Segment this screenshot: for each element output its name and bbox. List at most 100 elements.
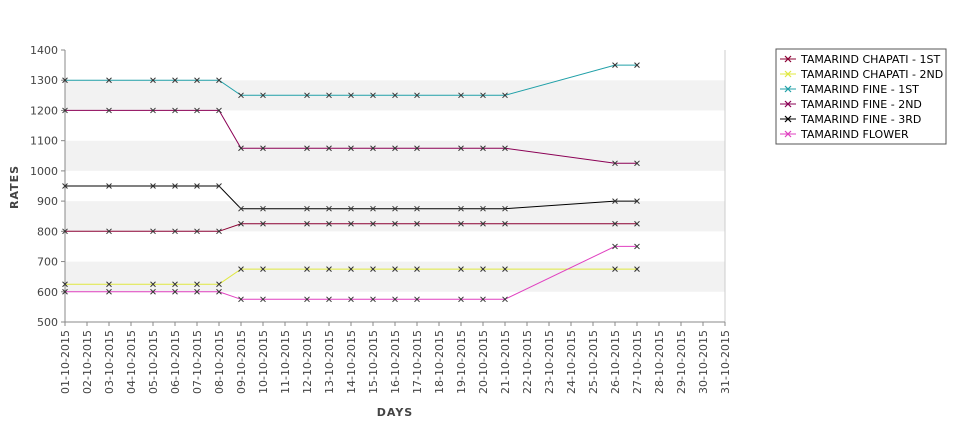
data-point xyxy=(216,107,222,114)
data-point xyxy=(392,145,398,152)
x-tick-label: 16-10-2015 xyxy=(389,330,402,394)
legend-box xyxy=(775,48,947,145)
legend-label: TAMARIND FINE - 1ST xyxy=(800,83,919,96)
data-point xyxy=(62,183,68,189)
data-point xyxy=(260,220,266,227)
data-point xyxy=(458,145,464,152)
data-point xyxy=(326,266,332,272)
data-point xyxy=(392,266,398,272)
data-point xyxy=(106,77,112,84)
data-point xyxy=(150,228,156,235)
data-point xyxy=(150,77,156,84)
data-point xyxy=(502,220,508,227)
data-point xyxy=(480,145,486,152)
data-point xyxy=(238,92,244,99)
data-point xyxy=(62,228,68,235)
data-point xyxy=(304,266,310,272)
legend-item: TAMARIND FINE - 2ND xyxy=(780,98,922,111)
data-point xyxy=(502,266,508,272)
grid-band xyxy=(65,140,725,171)
x-tick-label: 31-10-2015 xyxy=(719,330,732,394)
data-point xyxy=(480,205,486,212)
y-axis: 500 600 700 800 900 1000 1100 1200 1300 1400 xyxy=(30,44,726,329)
data-point xyxy=(150,281,156,288)
x-tick-label: 13-10-2015 xyxy=(323,330,336,394)
data-point xyxy=(480,296,486,303)
data-point xyxy=(194,107,200,114)
legend-label: TAMARIND FINE - 3RD xyxy=(800,113,921,126)
data-point xyxy=(458,220,464,227)
data-point xyxy=(458,266,464,272)
data-point xyxy=(414,205,420,212)
x-tick-label: 18-10-2015 xyxy=(433,330,446,394)
data-point xyxy=(458,296,464,303)
data-point xyxy=(172,107,178,114)
data-point xyxy=(260,205,266,212)
legend-item: TAMARIND FLOWER xyxy=(780,128,909,141)
series-group xyxy=(62,220,640,235)
data-point xyxy=(480,266,486,272)
legend-label: TAMARIND CHAPATI - 1ST xyxy=(800,53,940,66)
data-point xyxy=(106,281,112,288)
data-point xyxy=(502,296,508,303)
data-point xyxy=(370,220,376,227)
data-point xyxy=(392,296,398,303)
data-point xyxy=(216,183,222,189)
data-point xyxy=(106,288,112,295)
data-point xyxy=(348,220,354,227)
data-point xyxy=(260,266,266,272)
data-point xyxy=(304,92,310,99)
data-point xyxy=(392,205,398,212)
data-point xyxy=(216,288,222,295)
data-point xyxy=(106,228,112,235)
data-point xyxy=(304,145,310,152)
data-point xyxy=(260,296,266,303)
data-point xyxy=(304,220,310,227)
data-point xyxy=(106,183,112,189)
data-point xyxy=(326,296,332,303)
x-tick-label: 14-10-2015 xyxy=(345,330,358,394)
data-point xyxy=(216,281,222,288)
series-group xyxy=(62,243,640,303)
y-tick-label: 700 xyxy=(37,256,58,269)
data-point xyxy=(216,228,222,235)
data-point xyxy=(326,92,332,99)
x-tick-label: 26-10-2015 xyxy=(609,330,622,394)
data-point xyxy=(194,77,200,84)
legend-marker xyxy=(784,130,792,138)
data-point xyxy=(348,296,354,303)
legend-label: TAMARIND CHAPATI - 2ND xyxy=(800,68,943,81)
legend-item: TAMARIND CHAPATI - 2ND xyxy=(780,68,943,81)
legend-label: TAMARIND FINE - 2ND xyxy=(800,98,922,111)
data-point xyxy=(612,220,618,227)
x-tick-label: 30-10-2015 xyxy=(697,330,710,394)
data-point xyxy=(634,220,640,227)
series-layer xyxy=(62,62,640,303)
x-tick-label: 15-10-2015 xyxy=(367,330,380,394)
data-point xyxy=(414,145,420,152)
x-tick-label: 22-10-2015 xyxy=(521,330,534,394)
legend-marker xyxy=(784,70,792,78)
data-point xyxy=(194,288,200,295)
series-group xyxy=(62,107,640,167)
grid-band xyxy=(65,110,725,141)
legend: TAMARIND CHAPATI - 1ST TAMARIND CHAPATI -… xyxy=(775,48,947,145)
data-point xyxy=(414,266,420,272)
data-point xyxy=(194,228,200,235)
data-point xyxy=(612,160,618,167)
data-point xyxy=(172,77,178,84)
data-point xyxy=(370,296,376,303)
data-point xyxy=(62,281,68,288)
data-point xyxy=(634,243,640,250)
x-tick-label: 21-10-2015 xyxy=(499,330,512,394)
legend-item: TAMARIND FINE - 1ST xyxy=(780,83,919,96)
data-point xyxy=(304,296,310,303)
x-tick-label: 10-10-2015 xyxy=(257,330,270,394)
data-point xyxy=(414,220,420,227)
data-point xyxy=(634,198,640,204)
data-point xyxy=(370,205,376,212)
data-point xyxy=(612,62,618,68)
legend-marker xyxy=(784,85,792,93)
series-group xyxy=(62,183,640,212)
